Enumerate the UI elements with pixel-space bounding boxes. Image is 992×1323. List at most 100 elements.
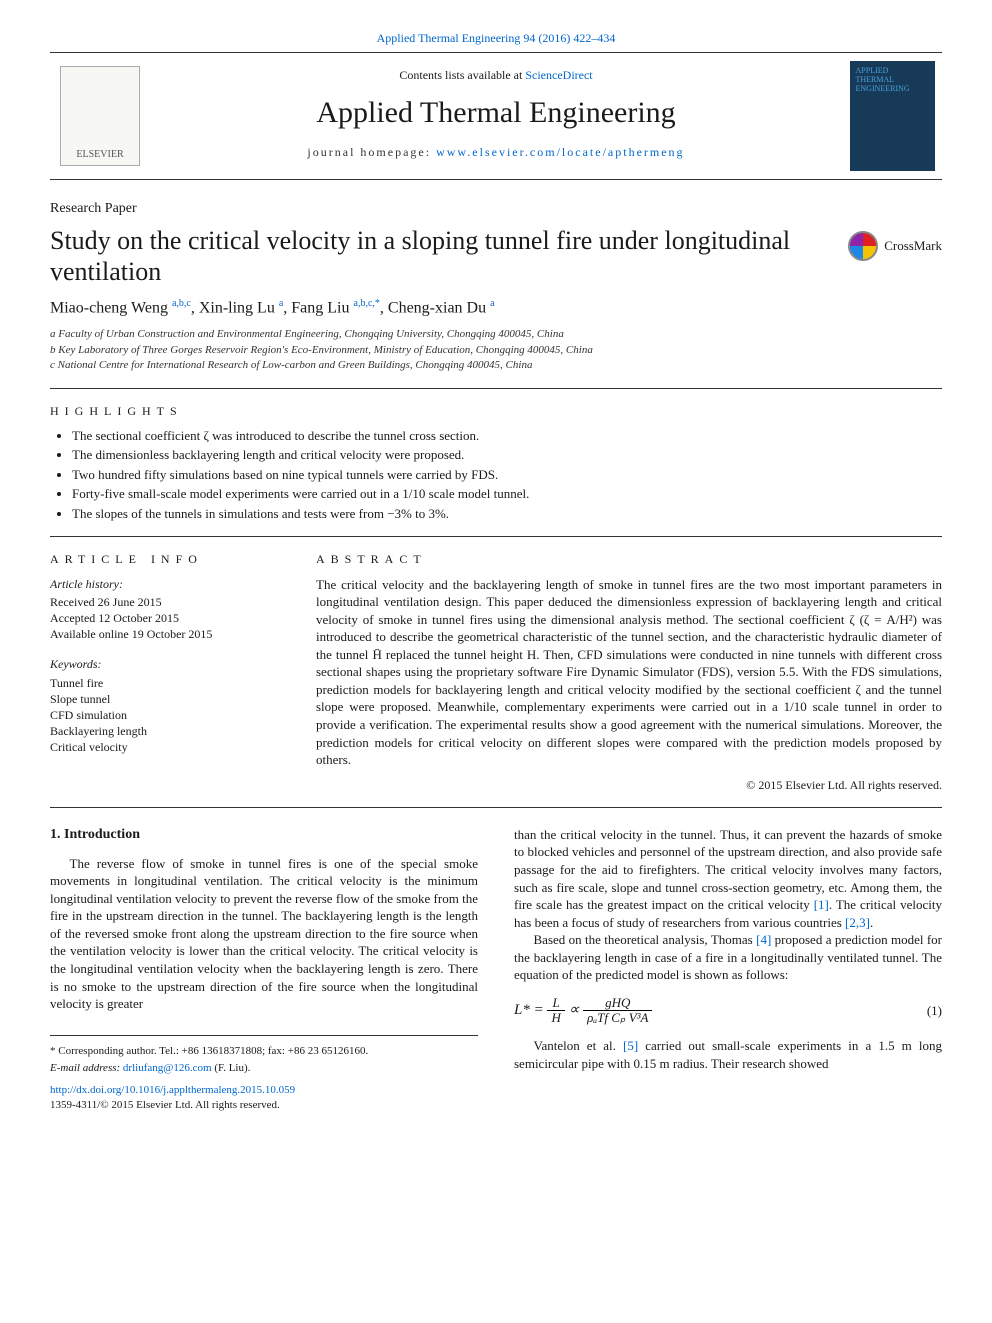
cover-thumb-box: APPLIED THERMAL ENGINEERING: [842, 53, 942, 179]
intro-para-right-2: Based on the theoretical analysis, Thoma…: [514, 931, 942, 984]
contents-prefix: Contents lists available at: [399, 68, 525, 82]
text: .: [870, 915, 873, 930]
crossmark-icon: [848, 231, 878, 261]
intro-para-right-3: Vantelon et al. [5] carried out small-sc…: [514, 1037, 942, 1072]
doi-link[interactable]: http://dx.doi.org/10.1016/j.applthermale…: [50, 1084, 295, 1096]
affiliation-c: c National Centre for International Rese…: [50, 358, 942, 373]
author-3-affil[interactable]: a,b,c,: [354, 298, 375, 309]
highlight-item: Forty-five small-scale model experiments…: [72, 485, 942, 503]
email-link[interactable]: drliufang@126.com: [123, 1062, 212, 1074]
keyword: CFD simulation: [50, 707, 280, 723]
author-4: Cheng-xian Du: [388, 300, 490, 317]
journal-title: Applied Thermal Engineering: [162, 93, 830, 134]
corresponding-author: * Corresponding author. Tel.: +86 136183…: [50, 1044, 478, 1059]
highlight-item: Two hundred fifty simulations based on n…: [72, 466, 942, 484]
section-1-heading: 1. Introduction: [50, 826, 478, 845]
email-label: E-mail address:: [50, 1062, 123, 1074]
author-3: Fang Liu: [291, 300, 353, 317]
highlight-item: The sectional coefficient ζ was introduc…: [72, 427, 942, 445]
keyword: Slope tunnel: [50, 691, 280, 707]
journal-issue-link[interactable]: Applied Thermal Engineering 94 (2016) 42…: [50, 30, 942, 46]
homepage-prefix: journal homepage:: [307, 145, 436, 159]
author-1: Miao-cheng Weng: [50, 300, 172, 317]
author-2: Xin-ling Lu: [199, 300, 279, 317]
abstract: ABSTRACT The critical velocity and the b…: [316, 551, 942, 792]
info-abstract-row: ARTICLE INFO Article history: Received 2…: [50, 551, 942, 792]
author-1-affil[interactable]: a,b,c: [172, 298, 191, 309]
sciencedirect-link[interactable]: ScienceDirect: [525, 68, 592, 82]
body-left-column: 1. Introduction The reverse flow of smok…: [50, 826, 478, 1113]
elsevier-logo: ELSEVIER: [60, 66, 140, 166]
doi-line: http://dx.doi.org/10.1016/j.applthermale…: [50, 1083, 478, 1098]
masthead: ELSEVIER Contents lists available at Sci…: [50, 53, 942, 180]
journal-cover-thumb: APPLIED THERMAL ENGINEERING: [850, 61, 935, 171]
crossmark-label: CrossMark: [884, 237, 942, 255]
keyword: Backlayering length: [50, 723, 280, 739]
email-tail: (F. Liu).: [214, 1062, 250, 1074]
issn-line: 1359-4311/© 2015 Elsevier Ltd. All right…: [50, 1098, 478, 1113]
journal-issue-link-text[interactable]: Applied Thermal Engineering 94 (2016) 42…: [377, 31, 616, 45]
sep: ,: [380, 300, 388, 317]
affiliation-a: a Faculty of Urban Construction and Envi…: [50, 327, 942, 342]
equation-body: L* = L H ∝ gHQ ρₐTf Cₚ V³A: [514, 996, 652, 1026]
online-date: Available online 19 October 2015: [50, 626, 280, 642]
body-columns: 1. Introduction The reverse flow of smok…: [50, 826, 942, 1113]
received-date: Received 26 June 2015: [50, 594, 280, 610]
highlight-item: The slopes of the tunnels in simulations…: [72, 505, 942, 523]
frac-rhs: gHQ ρₐTf Cₚ V³A: [583, 996, 652, 1026]
abstract-text: The critical velocity and the backlayeri…: [316, 576, 942, 769]
contents-line: Contents lists available at ScienceDirec…: [162, 67, 830, 83]
affiliation-list: a Faculty of Urban Construction and Envi…: [50, 327, 942, 373]
text: Vantelon et al.: [534, 1038, 623, 1053]
frac-num: L: [547, 996, 564, 1011]
rule: [50, 388, 942, 389]
paper-title: Study on the critical velocity in a slop…: [50, 225, 828, 287]
highlights-list: The sectional coefficient ζ was introduc…: [72, 427, 942, 523]
affiliation-b: b Key Laboratory of Three Gorges Reservo…: [50, 343, 942, 358]
email-line: E-mail address: drliufang@126.com (F. Li…: [50, 1061, 478, 1076]
accepted-date: Accepted 12 October 2015: [50, 610, 280, 626]
publisher-label: ELSEVIER: [76, 148, 123, 162]
homepage-url[interactable]: www.elsevier.com/locate/apthermeng: [436, 145, 685, 159]
rule: [50, 807, 942, 808]
equation-1: L* = L H ∝ gHQ ρₐTf Cₚ V³A (1): [514, 996, 942, 1026]
body-right-column: than the critical velocity in the tunnel…: [514, 826, 942, 1113]
sep: ,: [191, 300, 199, 317]
frac-den: ρₐTf Cₚ V³A: [583, 1011, 652, 1025]
article-info-heading: ARTICLE INFO: [50, 551, 280, 567]
author-4-affil[interactable]: a: [490, 298, 494, 309]
frac-num: gHQ: [583, 996, 652, 1011]
crossmark-widget[interactable]: CrossMark: [848, 231, 942, 261]
article-info: ARTICLE INFO Article history: Received 2…: [50, 551, 280, 792]
highlights-section: HIGHLIGHTS The sectional coefficient ζ w…: [50, 403, 942, 523]
highlight-item: The dimensionless backlayering length an…: [72, 446, 942, 464]
highlights-heading: HIGHLIGHTS: [50, 403, 942, 419]
rule: [50, 536, 942, 537]
ref-link[interactable]: [5]: [623, 1038, 638, 1053]
homepage-line: journal homepage: www.elsevier.com/locat…: [162, 144, 830, 160]
intro-para-left: The reverse flow of smoke in tunnel fire…: [50, 855, 478, 1013]
intro-para-right-1: than the critical velocity in the tunnel…: [514, 826, 942, 931]
masthead-center: Contents lists available at ScienceDirec…: [162, 53, 830, 179]
abstract-heading: ABSTRACT: [316, 551, 942, 567]
paper-type: Research Paper: [50, 200, 942, 219]
ref-link[interactable]: [4]: [756, 932, 771, 947]
text: Based on the theoretical analysis, Thoma…: [534, 932, 757, 947]
ref-link[interactable]: [1]: [814, 897, 829, 912]
keyword: Critical velocity: [50, 739, 280, 755]
frac-LH: L H: [547, 996, 564, 1026]
publisher-logo-box: ELSEVIER: [50, 53, 150, 179]
eq-prop: ∝: [569, 1002, 583, 1018]
keyword: Tunnel fire: [50, 675, 280, 691]
ref-link[interactable]: [2,3]: [845, 915, 870, 930]
history-heading: Article history:: [50, 576, 280, 592]
cover-thumb-text: APPLIED THERMAL ENGINEERING: [856, 67, 929, 93]
eq-lhs: L* =: [514, 1002, 547, 1018]
keywords-heading: Keywords:: [50, 656, 280, 672]
abstract-copyright: © 2015 Elsevier Ltd. All rights reserved…: [316, 777, 942, 793]
corresponding-footer: * Corresponding author. Tel.: +86 136183…: [50, 1035, 478, 1113]
equation-number: (1): [927, 1002, 942, 1020]
frac-den: H: [547, 1011, 564, 1025]
author-list: Miao-cheng Weng a,b,c, Xin-ling Lu a, Fa…: [50, 297, 942, 319]
title-row: Study on the critical velocity in a slop…: [50, 225, 942, 287]
